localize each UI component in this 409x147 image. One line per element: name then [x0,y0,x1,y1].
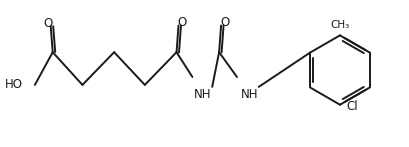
Text: HO: HO [5,78,23,91]
Text: NH: NH [241,88,258,101]
Text: O: O [178,16,187,29]
Text: O: O [43,17,52,30]
Text: NH: NH [193,88,211,101]
Text: Cl: Cl [346,100,357,113]
Text: O: O [220,16,230,29]
Text: CH₃: CH₃ [330,20,350,30]
